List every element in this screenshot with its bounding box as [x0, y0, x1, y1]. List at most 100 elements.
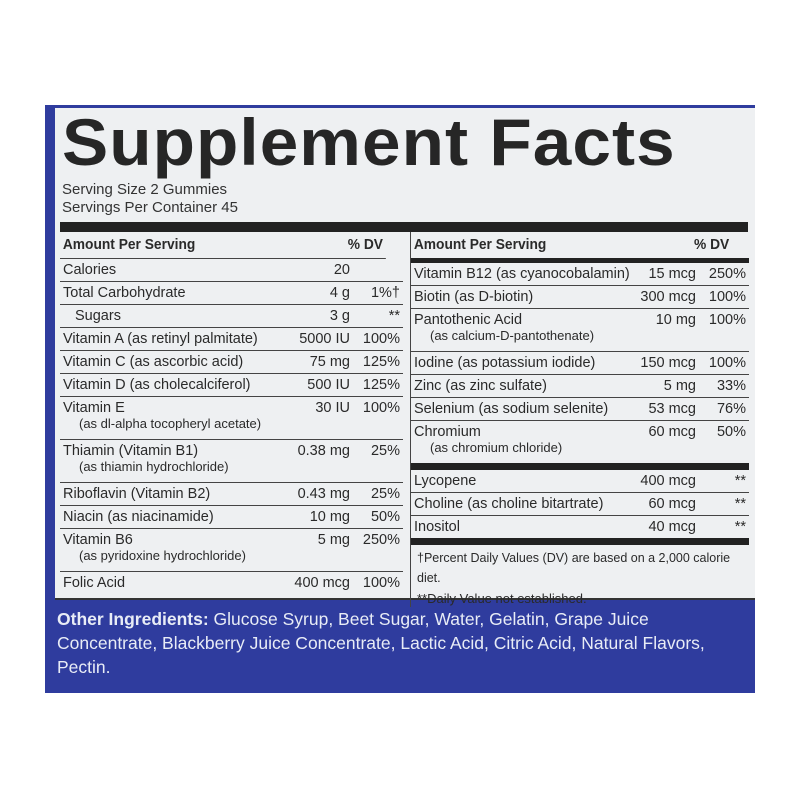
nutrient-row: Vitamin B12 (as cyanocobalamin) 15 mcg 250… [411, 263, 749, 286]
label-title: Supplement Facts [62, 105, 676, 179]
nutrient-name: Vitamin B12 (as cyanocobalamin) [414, 266, 648, 283]
nutrient-dv: 50% [716, 424, 746, 440]
nutrient-amount: 300 mcg [640, 289, 696, 305]
nutrient-label: Chromium [414, 424, 481, 440]
nutrient-dv: 25% [370, 486, 400, 502]
nutrient-dv: 1%† [370, 285, 400, 301]
nutrient-row: Total Carbohydrate 4 g 1%† [60, 282, 403, 305]
other-ingredients-label: Other Ingredients: [57, 609, 209, 629]
nutrient-row: Selenium (as sodium selenite) 53 mcg 76% [411, 398, 749, 421]
nutrient-row: Folic Acid 400 mcg 100% [60, 572, 403, 594]
nutrient-name: Iodine (as potassium iodide) [414, 355, 640, 372]
nutrient-dv: 100% [708, 289, 746, 305]
nutrient-dv: 76% [716, 401, 746, 417]
nutrient-name: Chromium (as chromium chloride) [414, 424, 648, 461]
nutrient-dv: 100% [708, 312, 746, 328]
nutrient-amount: 0.43 mg [297, 486, 350, 502]
nutrient-name: Total Carbohydrate [63, 285, 330, 302]
nutrient-name: Biotin (as D-biotin) [414, 289, 640, 306]
nutrient-name: Zinc (as zinc sulfate) [414, 378, 664, 395]
nutrient-label: Vitamin E [63, 400, 125, 416]
nutrient-dv [350, 262, 400, 279]
nutrient-name: Vitamin E (as dl-alpha tocopheryl acetate… [63, 400, 315, 437]
nutrient-row: Lycopene 400 mcg ** [411, 470, 749, 493]
nutrient-amount: 4 g [329, 285, 350, 301]
nutrient-amount: 5000 IU [299, 331, 350, 347]
serving-size: Serving Size 2 Gummies [62, 181, 228, 198]
nutrient-label: Lycopene [414, 473, 477, 489]
nutrient-label: Biotin (as D-biotin) [414, 289, 534, 305]
nutrient-name: Lycopene [414, 473, 640, 490]
nutrient-label: Vitamin B12 (as cyanocobalamin) [414, 266, 630, 282]
nutrient-source: (as pyridoxine hydrochloride) [79, 548, 246, 563]
nutrient-row: Zinc (as zinc sulfate) 5 mg 33% [411, 375, 749, 398]
left-facts-column: Amount Per Serving % DV Calories 20 Total C… [60, 232, 403, 594]
servings-per-container: Servings Per Container 45 [62, 199, 238, 216]
nutrient-amount: 75 mg [309, 354, 350, 370]
nutrient-row: Calories 20 [60, 259, 403, 282]
nutrient-dv: 100% [362, 575, 400, 591]
nutrient-row: Vitamin B6 (as pyridoxine hydrochloride) 5… [60, 529, 403, 572]
nutrient-row: Vitamin E (as dl-alpha tocopheryl acetate… [60, 397, 403, 440]
nutrient-label: Selenium (as sodium selenite) [414, 401, 609, 417]
nutrient-row: Riboflavin (Vitamin B2) 0.43 mg 25% [60, 483, 403, 506]
nutrient-dv: 100% [362, 400, 400, 416]
nutrient-label: Iodine (as potassium iodide) [414, 355, 596, 371]
nutrient-amount: 3 g [329, 308, 350, 324]
footnote: †Percent Daily Values (DV) are based on … [417, 551, 731, 585]
divider-bar [411, 463, 749, 470]
nutrient-row: Sugars 3 g ** [60, 305, 403, 328]
nutrient-name: Niacin (as niacinamide) [63, 509, 310, 526]
nutrient-amount: 10 mg [309, 509, 350, 525]
nutrient-amount: 400 mcg [640, 473, 696, 489]
divider-bar [411, 258, 749, 263]
nutrient-amount: 60 mcg [648, 496, 696, 512]
nutrient-name: Vitamin A (as retinyl palmitate) [63, 331, 299, 348]
nutrient-row: Iodine (as potassium iodide) 150 mcg 100% [411, 352, 749, 375]
nutrient-amount: 60 mcg [648, 424, 696, 440]
dv-header: % DV [694, 237, 730, 253]
nutrient-amount: 5 mg [317, 532, 350, 548]
nutrient-name: Selenium (as sodium selenite) [414, 401, 648, 418]
nutrient-dv: 25% [370, 443, 400, 459]
nutrient-dv: ** [388, 308, 400, 324]
divider-bar [60, 222, 748, 232]
nutrient-label: Zinc (as zinc sulfate) [414, 378, 547, 394]
nutrient-name: Riboflavin (Vitamin B2) [63, 486, 298, 503]
nutrient-name: Sugars [63, 308, 330, 325]
nutrient-amount: 20 [333, 262, 350, 278]
nutrient-label: Inositol [414, 519, 460, 535]
other-ingredients-text: Glucose Syrup, Beet Sugar, Water, Gelati… [57, 609, 705, 677]
nutrient-row: Choline (as choline bitartrate) 60 mcg ** [411, 493, 749, 516]
nutrient-dv: 50% [370, 509, 400, 525]
nutrient-dv: 125% [362, 377, 400, 393]
amount-header: Amount Per Serving [62, 237, 196, 253]
nutrient-label: Niacin (as niacinamide) [63, 509, 214, 525]
nutrient-amount: 500 IU [307, 377, 350, 393]
right-facts-column: Amount Per Serving % DV Vitamin B12 (as c… [410, 232, 749, 607]
nutrient-source: (as calcium-D-pantothenate) [430, 328, 595, 343]
nutrient-dv: 125% [362, 354, 400, 370]
nutrient-row: Vitamin C (as ascorbic acid) 75 mg 125% [60, 351, 403, 374]
nutrient-row: Pantothenic Acid (as calcium-D-pantothena… [411, 309, 749, 352]
nutrient-label: Vitamin D (as cholecalciferol) [63, 377, 251, 393]
nutrient-row: Biotin (as D-biotin) 300 mcg 100% [411, 286, 749, 309]
nutrient-dv: 100% [362, 331, 400, 347]
column-header: Amount Per Serving % DV [411, 232, 732, 258]
nutrient-label: Vitamin C (as ascorbic acid) [63, 354, 244, 370]
other-ingredients: Other Ingredients: Glucose Syrup, Beet S… [57, 607, 717, 679]
nutrient-amount: 10 mg [655, 312, 696, 328]
nutrient-amount: 5 mg [663, 378, 696, 394]
nutrient-dv: ** [734, 496, 746, 512]
nutrient-amount: 400 mcg [294, 575, 350, 591]
nutrient-dv: ** [734, 473, 746, 489]
nutrient-source: (as dl-alpha tocopheryl acetate) [79, 416, 262, 431]
nutrient-row: Vitamin D (as cholecalciferol) 500 IU 125% [60, 374, 403, 397]
nutrient-label: Vitamin B6 [63, 532, 133, 548]
supplement-facts-label [55, 108, 755, 600]
nutrient-source: (as thiamin hydrochloride) [79, 459, 229, 474]
nutrient-label: Folic Acid [63, 575, 126, 591]
nutrient-label: Riboflavin (Vitamin B2) [63, 486, 211, 502]
nutrient-label: Vitamin A (as retinyl palmitate) [63, 331, 258, 347]
nutrient-name: Vitamin D (as cholecalciferol) [63, 377, 307, 394]
